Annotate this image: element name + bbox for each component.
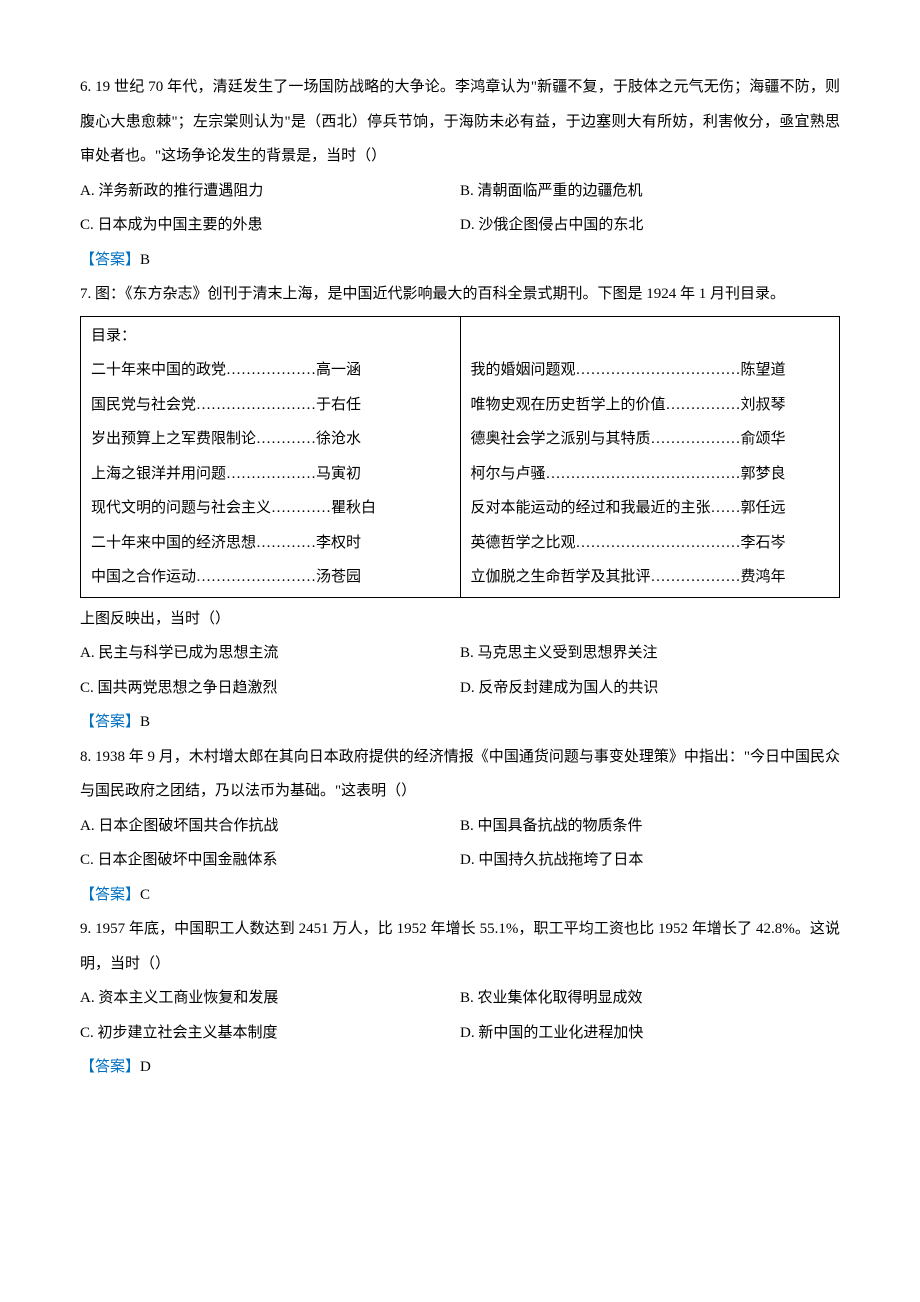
q8-option-c: C. 日本企图破坏中国金融体系 — [80, 843, 460, 878]
q7-toc-left-0: 二十年来中国的政党………………高一涵 — [91, 353, 450, 388]
q7-answer-value: B — [140, 714, 150, 730]
q9-option-a: A. 资本主义工商业恢复和发展 — [80, 981, 460, 1016]
q9-options: A. 资本主义工商业恢复和发展 B. 农业集体化取得明显成效 C. 初步建立社会… — [80, 981, 840, 1050]
q7-subtext: 上图反映出，当时（） — [80, 602, 840, 637]
q7-toc-right-5: 英德哲学之比观……………………………李石岑 — [471, 526, 830, 561]
q8-option-b: B. 中国具备抗战的物质条件 — [460, 809, 840, 844]
q7-toc-right-1: 唯物史观在历史哲学上的价值……………刘叔琴 — [471, 388, 830, 423]
q7-toc-right-6: 立伽脱之生命哲学及其批评………………费鸿年 — [471, 560, 830, 595]
q7-toc-left-2: 岁出预算上之军费限制论…………徐沧水 — [91, 422, 450, 457]
q8-option-d: D. 中国持久抗战拖垮了日本 — [460, 843, 840, 878]
q9-answer: 【答案】D — [80, 1050, 840, 1085]
q7-toc-right-cell: 我的婚姻问题观……………………………陈望道 唯物史观在历史哲学上的价值……………… — [460, 316, 840, 597]
q7-toc-right-2: 德奥社会学之派别与其特质………………俞颂华 — [471, 422, 830, 457]
q7-option-d: D. 反帝反封建成为国人的共识 — [460, 671, 840, 706]
q9-answer-label: 【答案】 — [80, 1059, 140, 1075]
q8-options: A. 日本企图破坏国共合作抗战 B. 中国具备抗战的物质条件 C. 日本企图破坏… — [80, 809, 840, 878]
q7-answer-label: 【答案】 — [80, 714, 140, 730]
q7-toc-left-cell: 目录： 二十年来中国的政党………………高一涵 国民党与社会党……………………于右… — [81, 316, 461, 597]
q7-toc-left-6: 中国之合作运动……………………汤苍园 — [91, 560, 450, 595]
q8-answer: 【答案】C — [80, 878, 840, 913]
q6-option-d: D. 沙俄企图侵占中国的东北 — [460, 208, 840, 243]
q7-text: 7. 图：《东方杂志》创刊于清末上海，是中国近代影响最大的百科全景式期刊。下图是… — [80, 277, 840, 312]
q7-toc-left-4: 现代文明的问题与社会主义…………瞿秋白 — [91, 491, 450, 526]
q8-option-a: A. 日本企图破坏国共合作抗战 — [80, 809, 460, 844]
q9-option-b: B. 农业集体化取得明显成效 — [460, 981, 840, 1016]
q7-toc-table: 目录： 二十年来中国的政党………………高一涵 国民党与社会党……………………于右… — [80, 316, 840, 598]
q7-option-a: A. 民主与科学已成为思想主流 — [80, 636, 460, 671]
q7-option-c: C. 国共两党思想之争日趋激烈 — [80, 671, 460, 706]
q8-text: 8. 1938 年 9 月，木村增太郎在其向日本政府提供的经济情报《中国通货问题… — [80, 740, 840, 809]
q7-toc-left-1: 国民党与社会党……………………于右任 — [91, 388, 450, 423]
q7-toc-header: 目录： — [91, 319, 450, 354]
q7-toc-right-0: 我的婚姻问题观……………………………陈望道 — [471, 353, 830, 388]
q6-text: 6. 19 世纪 70 年代，清廷发生了一场国防战略的大争论。李鸿章认为"新疆不… — [80, 70, 840, 174]
q6-option-c: C. 日本成为中国主要的外患 — [80, 208, 460, 243]
q7-toc-right-4: 反对本能运动的经过和我最近的主张……郭任远 — [471, 491, 830, 526]
q6-option-a: A. 洋务新政的推行遭遇阻力 — [80, 174, 460, 209]
q8-answer-value: C — [140, 887, 150, 903]
q7-options: A. 民主与科学已成为思想主流 B. 马克思主义受到思想界关注 C. 国共两党思… — [80, 636, 840, 705]
q6-answer: 【答案】B — [80, 243, 840, 278]
q6-answer-label: 【答案】 — [80, 252, 140, 268]
q7-toc-right-3: 柯尔与卢骚…………………………………郭梦良 — [471, 457, 830, 492]
q9-answer-value: D — [140, 1059, 151, 1075]
q8-answer-label: 【答案】 — [80, 887, 140, 903]
q6-answer-value: B — [140, 252, 150, 268]
q6-options: A. 洋务新政的推行遭遇阻力 B. 清朝面临严重的边疆危机 C. 日本成为中国主… — [80, 174, 840, 243]
q9-option-c: C. 初步建立社会主义基本制度 — [80, 1016, 460, 1051]
q6-option-b: B. 清朝面临严重的边疆危机 — [460, 174, 840, 209]
q9-text: 9. 1957 年底，中国职工人数达到 2451 万人，比 1952 年增长 5… — [80, 912, 840, 981]
q9-option-d: D. 新中国的工业化进程加快 — [460, 1016, 840, 1051]
q7-option-b: B. 马克思主义受到思想界关注 — [460, 636, 840, 671]
q7-toc-left-3: 上海之银洋并用问题………………马寅初 — [91, 457, 450, 492]
q7-toc-left-5: 二十年来中国的经济思想…………李权时 — [91, 526, 450, 561]
q7-answer: 【答案】B — [80, 705, 840, 740]
